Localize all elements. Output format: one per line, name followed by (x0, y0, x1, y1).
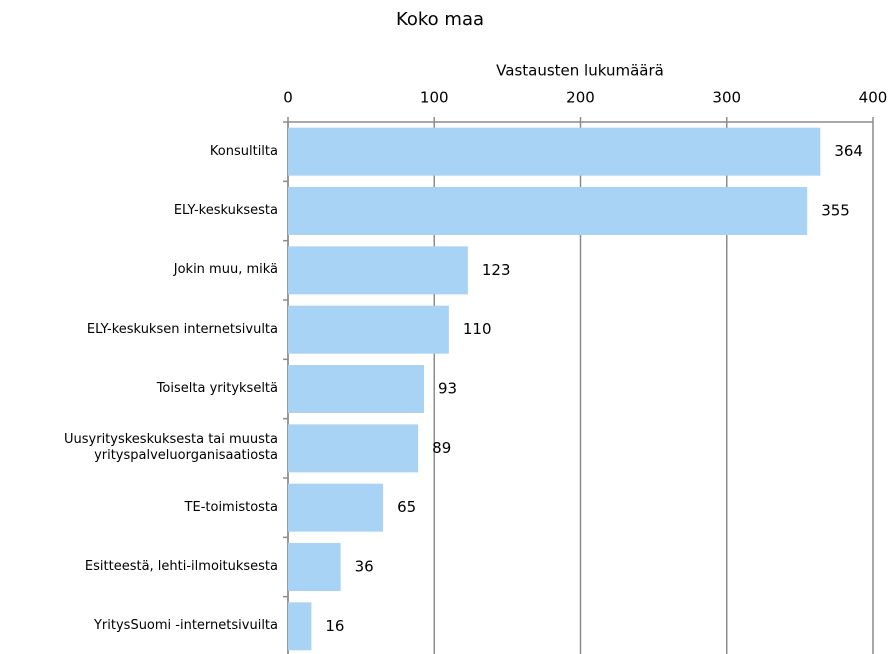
bar (288, 365, 425, 413)
x-axis-label: Vastausten lukumäärä (496, 62, 664, 80)
bar (288, 305, 449, 354)
value-label: 123 (482, 261, 511, 279)
y-tick-label: Konsultilta (209, 143, 278, 159)
value-label: 355 (821, 202, 850, 220)
x-tick-label: 300 (712, 89, 741, 107)
bar (288, 187, 808, 235)
value-label: 110 (463, 320, 492, 338)
value-label: 364 (834, 142, 863, 160)
y-tick-label: Esitteestä, lehti-ilmoituksesta (84, 559, 278, 574)
bar (288, 127, 821, 176)
x-tick-label: 200 (566, 89, 595, 107)
bar (288, 424, 419, 473)
value-label: 93 (438, 380, 457, 398)
value-label: 36 (355, 558, 374, 576)
y-tick-label: Toiselta yritykseltä (156, 381, 278, 396)
y-tick-label: Jokin muu, mikä (173, 262, 278, 278)
x-tick-label: 0 (283, 89, 293, 107)
x-tick-label: 100 (420, 89, 449, 107)
y-tick-label: ELY-keskuksen internetsivulta (86, 321, 278, 337)
y-tick-label: TE-toimistosta (184, 499, 278, 515)
y-tick-label: ELY-keskuksesta (173, 203, 278, 218)
bar (288, 543, 341, 591)
bar (288, 602, 312, 651)
chart-title: Koko maa (396, 9, 484, 30)
y-tick-label: Uusyrityskeskuksesta tai muusta yrityspa… (64, 432, 278, 464)
x-tick-label: 400 (859, 89, 888, 107)
value-label: 65 (397, 498, 416, 516)
bar (288, 246, 468, 295)
bar (288, 483, 384, 532)
value-label: 16 (325, 617, 344, 635)
value-label: 89 (432, 439, 451, 457)
y-tick-label: YritysSuomi -internetsivuilta (93, 618, 278, 634)
